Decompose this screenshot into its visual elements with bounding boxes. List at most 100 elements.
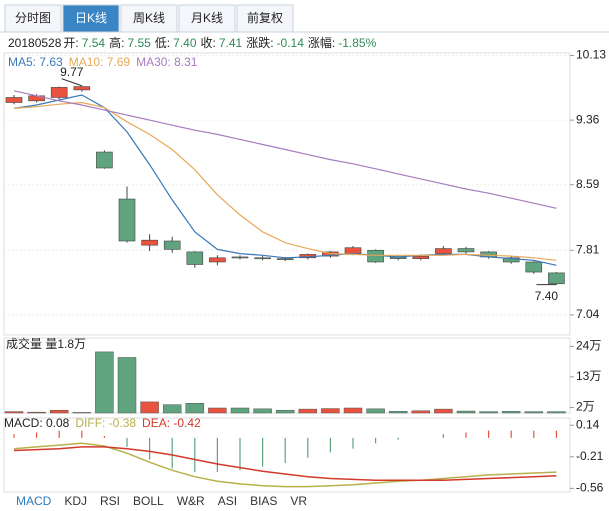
tab-label[interactable]: 日K线 [75, 11, 107, 25]
info-label: 收: [201, 36, 216, 50]
legend-entry: MA30: 8.31 [136, 55, 198, 69]
volume-bar [27, 411, 46, 414]
indicator-tab[interactable]: RSI [100, 494, 120, 508]
tab-label[interactable]: 分时图 [15, 11, 51, 25]
y-tick-label: -0.56 [576, 481, 604, 495]
indicator-tab[interactable]: W&R [177, 494, 205, 508]
ma-line [13, 101, 557, 261]
candle-body [525, 261, 543, 273]
volume-bar [411, 410, 431, 414]
y-tick-label: -0.21 [576, 449, 604, 463]
candle-body [186, 251, 204, 265]
legend-entry: MA10: 7.69 [69, 55, 131, 69]
info-label: 低: [155, 36, 170, 50]
tab[interactable] [62, 4, 120, 33]
y-tick-label: 7.04 [576, 307, 600, 321]
legend-entry: MA5: 7.63 [8, 55, 63, 69]
y-tick-label: 9.36 [576, 112, 600, 126]
info-value: 7.41 [219, 36, 243, 50]
max-label: 9.77 [60, 65, 84, 79]
info-value: 7.40 [173, 36, 197, 50]
info-value: -1.85% [338, 36, 376, 50]
volume-bar [140, 401, 159, 414]
legend-entry: MACD: 0.08 [4, 416, 70, 430]
candle-body [412, 255, 430, 259]
candle-body [548, 272, 565, 285]
volume-bar [162, 404, 182, 414]
indicator-tab[interactable]: BOLL [133, 494, 164, 508]
volume-bar [230, 407, 250, 414]
info-label: 开: [63, 36, 78, 50]
info-label: 涨幅: [308, 35, 335, 50]
candle-body [276, 258, 294, 260]
volume-bar [72, 412, 92, 414]
macd-panel-frame [3, 417, 571, 493]
candle-body [5, 97, 23, 103]
volume-bar [117, 357, 137, 414]
candle-body [457, 248, 475, 253]
info-date: 20180528 [8, 36, 62, 50]
macd-line [13, 446, 557, 482]
volume-bar [456, 410, 476, 414]
y-tick-label: 8.59 [576, 177, 600, 191]
candle-body [96, 151, 113, 169]
volume-bar [547, 411, 566, 414]
volume-bar [208, 407, 227, 414]
candle-body [435, 248, 452, 254]
indicator-tab[interactable]: ASI [218, 494, 237, 508]
max-pointer [61, 78, 82, 87]
candle-body [118, 198, 136, 242]
candle-body [209, 257, 226, 263]
tab[interactable] [178, 4, 236, 33]
y-tick-label: 7.81 [576, 242, 600, 256]
volume-bar [95, 351, 114, 414]
y-tick-label: 0.14 [576, 417, 600, 431]
volume-bar [49, 409, 69, 414]
candle-body [163, 240, 181, 250]
indicator-tab[interactable]: MACD [16, 494, 52, 508]
volume-bar [501, 411, 521, 414]
info-value: 7.54 [82, 36, 106, 50]
y-tick-label: 13万 [576, 369, 601, 383]
volume-bar [275, 409, 295, 414]
y-tick-label: 10.13 [576, 48, 606, 62]
volume-bar [524, 411, 544, 414]
volume-bar [343, 407, 363, 414]
volume-bar [185, 403, 205, 414]
info-value: -0.14 [277, 36, 305, 50]
tab[interactable] [120, 4, 178, 33]
y-tick-label: 2万 [576, 400, 595, 414]
volume-bar [321, 408, 340, 414]
volume-bar [388, 411, 408, 414]
candle-body [50, 87, 68, 98]
info-label: 高: [109, 35, 124, 50]
min-label: 7.40 [535, 289, 559, 303]
macd-line [13, 442, 557, 488]
tab-label[interactable]: 前复权 [247, 10, 283, 25]
tab-label[interactable]: 月K线 [191, 11, 223, 25]
indicator-tab[interactable]: KDJ [64, 494, 87, 508]
volume-bar [4, 411, 24, 414]
volume-bar [479, 411, 498, 414]
tab[interactable] [236, 4, 294, 33]
ma-line [13, 90, 557, 209]
volume-bar [253, 408, 272, 414]
candle-body [141, 239, 158, 246]
info-value: 7.55 [127, 36, 151, 50]
volume-bar [434, 408, 453, 414]
candle-body [254, 257, 271, 260]
candle-body [73, 86, 91, 91]
tab-label[interactable]: 周K线 [133, 11, 165, 25]
price-panel-frame [3, 52, 571, 336]
indicator-tab[interactable]: BIAS [250, 494, 277, 508]
volume-bar [366, 408, 385, 414]
legend-entry: DEA: -0.42 [142, 416, 201, 430]
tab[interactable] [4, 4, 62, 33]
candle-body [231, 256, 249, 259]
indicator-tab[interactable]: VR [290, 494, 307, 508]
y-tick-label: 24万 [576, 339, 601, 353]
volume-bar [298, 408, 318, 414]
info-label: 涨跌: [246, 35, 273, 50]
legend-entry: DIFF: -0.38 [75, 416, 136, 430]
